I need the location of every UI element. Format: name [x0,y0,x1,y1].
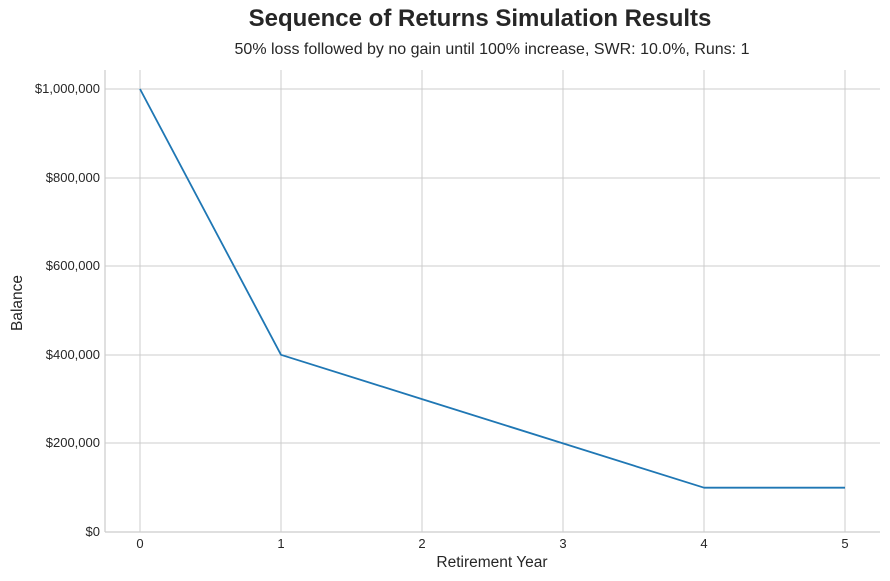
y-tick-labels: $0 $200,000 $400,000 $600,000 $800,000 $… [35,81,100,539]
x-tick-label: 0 [136,536,143,551]
x-axis-label: Retirement Year [436,554,547,571]
y-tick-label: $400,000 [46,347,100,362]
x-tick-label: 5 [841,536,848,551]
y-axis-label: Balance [9,275,26,331]
y-tick-label: $0 [86,524,100,539]
data-series-line [139,88,845,489]
y-tick-label: $200,000 [46,435,100,450]
y-tick-label: $1,000,000 [35,81,100,96]
chart-title: Sequence of Returns Simulation Results [248,5,712,32]
chart-subtitle: 50% loss followed by no gain until 100% … [234,41,750,58]
axes-spines [104,70,880,533]
x-tick-label: 2 [418,536,425,551]
y-tick-label: $800,000 [46,170,100,185]
x-tick-labels: 0 1 2 3 4 5 [136,536,848,551]
x-tick-label: 1 [277,536,284,551]
x-tick-label: 3 [559,536,566,551]
x-tick-label: 4 [700,536,707,551]
grid-lines [105,70,880,532]
y-tick-label: $600,000 [46,258,100,273]
